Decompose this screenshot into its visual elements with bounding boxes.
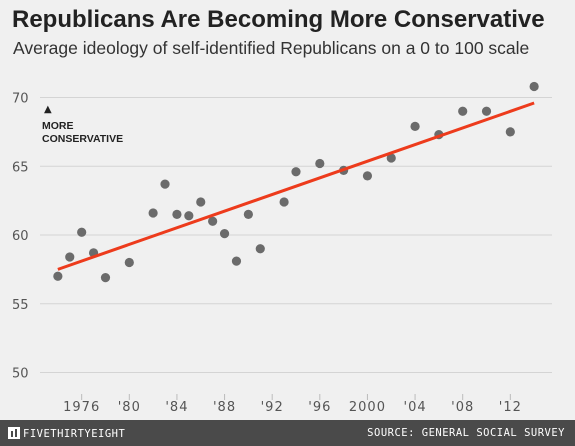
y-tick-label: 60 (12, 229, 29, 244)
data-point (255, 244, 265, 254)
trend-line-group (57, 101, 535, 271)
data-point (124, 257, 134, 268)
y-tick-label: 50 (12, 367, 29, 382)
y-tick-label: 55 (12, 298, 29, 313)
data-point (77, 227, 87, 237)
x-tick-label: '80 (118, 400, 141, 415)
data-point (362, 171, 373, 181)
x-tick-label: 1976 (63, 400, 100, 415)
scatter-plot: 50 55 60 65 70 1976 '80 '84 '88 '92 '96 2000 '04 '08… (12, 81, 552, 415)
trend-line (57, 101, 535, 271)
footer-bar: FIVETHIRTYEIGHT SOURCE: GENERAL SOCIAL S… (0, 420, 575, 446)
data-point (315, 158, 325, 169)
data-point (100, 273, 111, 283)
chart-title: Republicans Are Becoming More Conservati… (12, 6, 545, 33)
data-point (53, 271, 63, 281)
data-point (481, 106, 492, 116)
data-point (148, 208, 158, 218)
chart-subtitle: Average ideology of self-identified Repu… (13, 38, 530, 58)
data-point (279, 197, 289, 207)
data-point (219, 229, 230, 239)
annotation-line-2: CONSERVATIVE (42, 133, 123, 145)
x-tick-label: 2000 (349, 400, 386, 415)
annotation-line-1: MORE (42, 120, 74, 132)
x-tick-label: '12 (499, 400, 522, 415)
source-label: SOURCE: GENERAL SOCIAL SURVEY (367, 427, 565, 439)
fivethirtyeight-logo-icon (8, 427, 20, 439)
y-tick-label: 70 (12, 92, 29, 107)
data-point (505, 127, 515, 137)
data-point (196, 197, 206, 207)
up-arrow-icon: ▲ (44, 104, 52, 115)
brand-name: FIVETHIRTYEIGHT (23, 428, 126, 440)
x-tick-label: '08 (451, 400, 474, 415)
y-tick-label: 65 (12, 160, 29, 175)
data-point (243, 209, 253, 219)
x-tick-label: '04 (404, 400, 427, 415)
data-point (172, 209, 182, 219)
footer-brand: FIVETHIRTYEIGHT (8, 427, 125, 440)
x-tick-label: '84 (165, 400, 188, 415)
x-tick-label: '92 (261, 400, 284, 415)
data-points (53, 81, 539, 283)
data-point (529, 81, 539, 92)
y-axis-tick-labels: 50 55 60 65 70 (12, 92, 29, 382)
data-point (231, 256, 242, 266)
data-point (160, 179, 170, 189)
grid-lines (40, 97, 552, 400)
direction-annotation: ▲ MORE CONSERVATIVE (42, 104, 123, 145)
x-axis-tick-labels: 1976 '80 '84 '88 '92 '96 2000 '04 '08 '12 (63, 400, 522, 415)
data-point (208, 216, 218, 226)
data-point (386, 153, 396, 163)
data-point (410, 121, 420, 131)
data-point (184, 211, 194, 221)
data-point (65, 252, 75, 262)
x-tick-label: '88 (213, 400, 236, 415)
data-point (291, 167, 301, 177)
data-point (458, 106, 468, 116)
x-tick-label: '96 (308, 400, 331, 415)
